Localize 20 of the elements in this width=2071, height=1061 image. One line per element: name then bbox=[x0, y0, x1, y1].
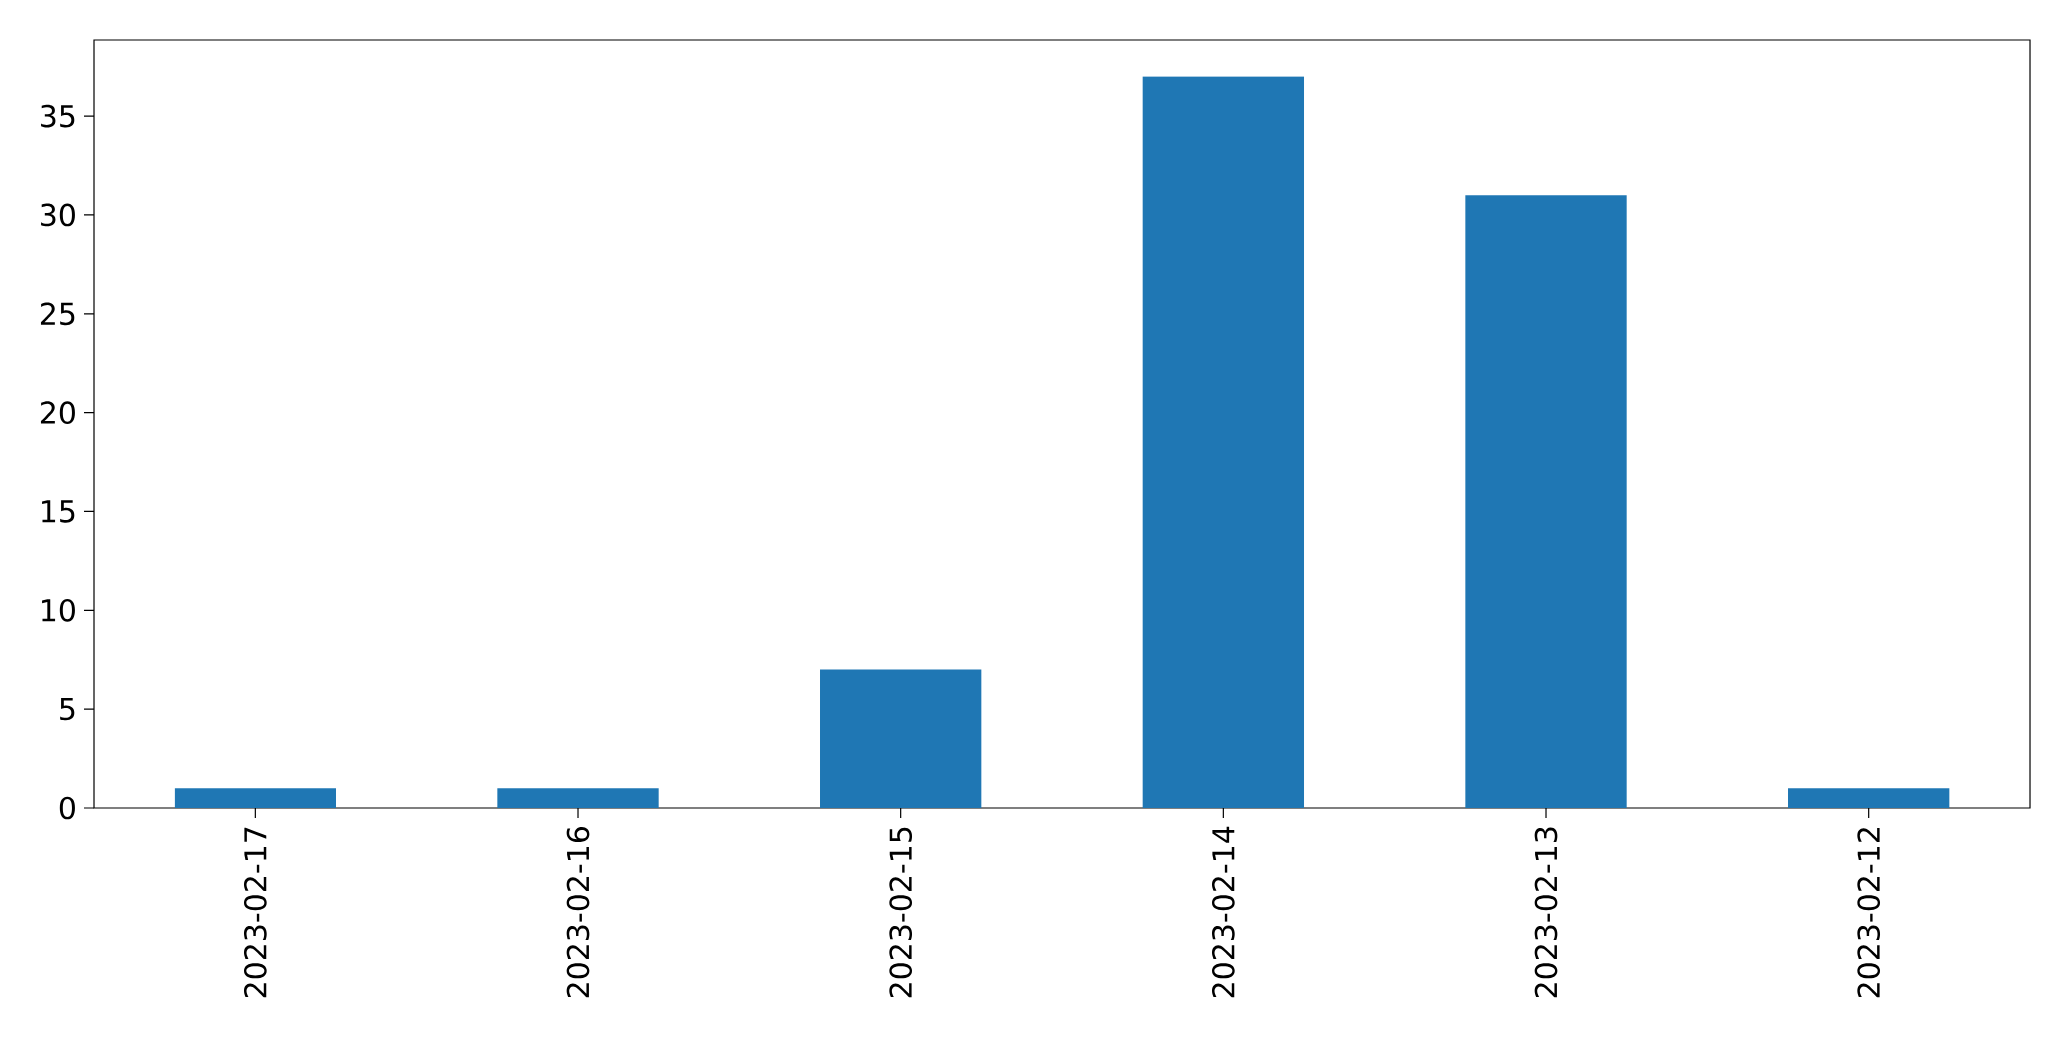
bar bbox=[820, 669, 982, 808]
bar bbox=[497, 788, 659, 808]
y-tick-label: 10 bbox=[42, 598, 75, 622]
y-tick-label: 0 bbox=[59, 796, 75, 820]
x-tick-label: 2023-02-13 bbox=[1534, 827, 1558, 998]
x-tick-label: 2023-02-12 bbox=[1857, 828, 1881, 998]
y-tick-label: 30 bbox=[41, 203, 75, 227]
x-tick-label: 2023-02-15 bbox=[889, 827, 913, 998]
y-tick-label: 35 bbox=[41, 104, 75, 128]
bar bbox=[1788, 788, 1950, 808]
bar bbox=[174, 788, 336, 808]
x-tick-label: 2023-02-17 bbox=[243, 827, 267, 998]
y-tick-label: 25 bbox=[40, 302, 75, 326]
y-tick-label: 15 bbox=[42, 500, 75, 523]
y-tick-label: 5 bbox=[60, 698, 75, 721]
x-tick-label: 2023-02-14 bbox=[1211, 826, 1235, 998]
bar bbox=[1465, 195, 1627, 808]
bar bbox=[1142, 76, 1305, 808]
y-tick-label: 20 bbox=[40, 401, 75, 424]
x-tick-label: 2023-02-16 bbox=[566, 827, 590, 998]
